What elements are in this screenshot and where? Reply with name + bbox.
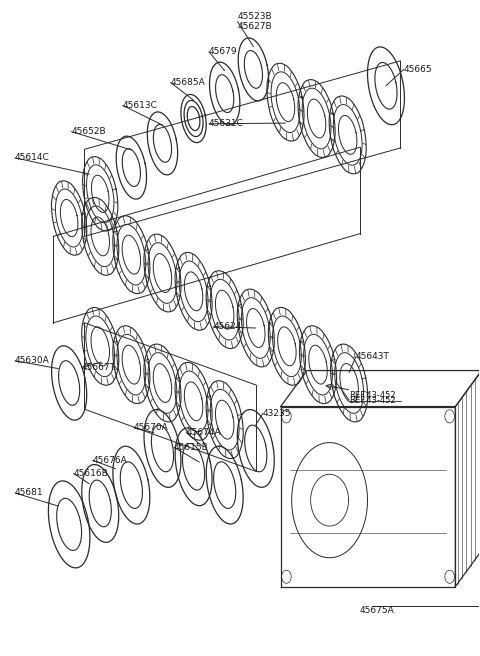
- Text: 45676A: 45676A: [93, 456, 127, 464]
- Text: 45652B: 45652B: [72, 127, 106, 136]
- Text: 45614C: 45614C: [15, 154, 50, 162]
- Text: 43235: 43235: [263, 409, 291, 418]
- Text: REF.43-452: REF.43-452: [349, 396, 396, 405]
- Text: 45674A: 45674A: [186, 428, 221, 438]
- Text: 45670A: 45670A: [134, 423, 168, 432]
- Text: 45681: 45681: [15, 489, 44, 497]
- Text: 45624: 45624: [214, 322, 242, 331]
- Text: 45667T: 45667T: [82, 363, 116, 372]
- Text: 45615B: 45615B: [174, 443, 209, 451]
- Text: 45685A: 45685A: [170, 78, 205, 87]
- Text: 45675A: 45675A: [360, 606, 395, 615]
- Text: REF.43-452: REF.43-452: [349, 391, 396, 400]
- Text: 45643T: 45643T: [356, 352, 390, 361]
- Text: 45630A: 45630A: [15, 356, 50, 365]
- Text: 45616B: 45616B: [73, 469, 108, 478]
- Text: 45665: 45665: [404, 65, 432, 74]
- Text: 45679: 45679: [209, 47, 238, 56]
- Text: 45631C: 45631C: [209, 119, 244, 129]
- Text: 45613C: 45613C: [123, 101, 157, 110]
- Text: 45523B
45627B: 45523B 45627B: [238, 12, 272, 31]
